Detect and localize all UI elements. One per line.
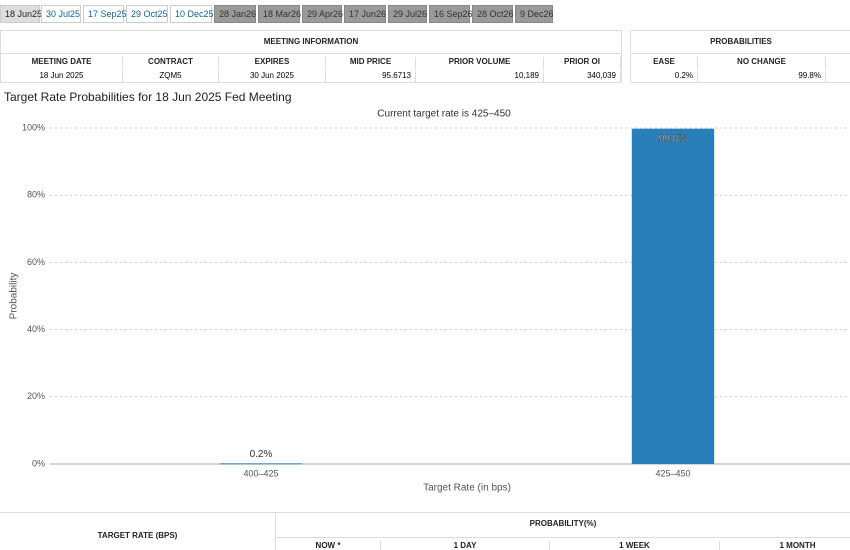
- y-tick-label: 80%: [27, 190, 45, 200]
- data-label: 99.8%: [659, 133, 687, 144]
- date-tab[interactable]: 10 Dec25: [170, 5, 214, 23]
- column-header: MEETING DATE: [1, 57, 123, 69]
- chart: Target Rate Probabilities for 18 Jun 202…: [4, 90, 850, 494]
- column-header: CONTRACT: [123, 57, 219, 69]
- y-axis-label: Probability: [9, 273, 20, 320]
- group-header: PROBABILITY(%): [529, 519, 597, 528]
- column-header: PRIOR OI: [544, 57, 621, 69]
- column-header: EXPIRES: [219, 57, 326, 69]
- chart-title: Target Rate Probabilities for 18 Jun 202…: [4, 90, 292, 104]
- column-header: EASE: [631, 57, 698, 69]
- chart-subtitle: Current target rate is 425–450: [377, 109, 511, 120]
- cell-value: 10,189: [416, 71, 544, 83]
- column-header: NO CHANGE: [698, 57, 826, 69]
- date-tab[interactable]: 18 Jun25: [0, 5, 42, 23]
- y-tick-label: 0%: [32, 458, 45, 468]
- date-tab[interactable]: 30 Jul25: [41, 5, 81, 23]
- date-tab[interactable]: 17 Sep25: [83, 5, 127, 23]
- date-tab[interactable]: 28 Oct26: [472, 5, 514, 23]
- bar: [219, 463, 303, 465]
- date-tab[interactable]: 18 Mar26: [258, 5, 301, 23]
- date-tab[interactable]: 16 Sep26: [429, 5, 473, 23]
- x-tick-label: 400–425: [243, 468, 278, 478]
- column-header: 1 MONTH: [720, 541, 850, 550]
- cell-value: ZQM5: [123, 71, 219, 83]
- bar: [631, 128, 715, 464]
- y-tick-label: 60%: [27, 257, 45, 267]
- column-header: PRIOR VOLUME: [416, 57, 544, 69]
- table-title: MEETING INFORMATION: [263, 37, 359, 46]
- date-tab[interactable]: 17 Jun26: [344, 5, 386, 23]
- column-header: MID PRICE: [326, 57, 416, 69]
- date-tab[interactable]: 29 Apr26: [302, 5, 343, 23]
- date-tab[interactable]: 9 Dec26: [515, 5, 554, 23]
- date-tab[interactable]: 29 Oct25: [126, 5, 168, 23]
- column-header: 1 DAY: [381, 541, 550, 550]
- cell-value: 95.6713: [326, 71, 416, 83]
- date-tab[interactable]: 29 Jul26: [388, 5, 427, 23]
- probabilities-table: PROBABILITIES EASE 0.2% NO CHANGE 99.8%: [630, 30, 850, 83]
- cell-value: 0.2%: [631, 71, 698, 83]
- table-title: PROBABILITIES: [710, 37, 772, 46]
- data-label: 0.2%: [250, 449, 273, 460]
- date-tab[interactable]: 28 Jan26: [214, 5, 256, 23]
- y-tick-label: 20%: [27, 391, 45, 401]
- x-tick-label: 425–450: [655, 468, 690, 478]
- cell-value: 18 Jun 2025: [1, 71, 123, 83]
- meeting-info-table: MEETING INFORMATION MEETING DATE 18 Jun 2…: [0, 30, 622, 83]
- cell-value: 340,039: [544, 71, 621, 83]
- x-axis-label: Target Rate (in bps): [423, 483, 511, 494]
- history-table: TARGET RATE (BPS) PROBABILITY(%) NOW * 1 …: [0, 512, 850, 550]
- cell-value: 30 Jun 2025: [219, 71, 326, 83]
- column-header: NOW *: [276, 541, 381, 550]
- y-tick-label: 40%: [27, 324, 45, 334]
- column-header: 1 WEEK: [550, 541, 720, 550]
- y-tick-label: 100%: [22, 122, 45, 132]
- cell-value: 99.8%: [698, 71, 826, 83]
- row-header: TARGET RATE (BPS): [0, 513, 276, 550]
